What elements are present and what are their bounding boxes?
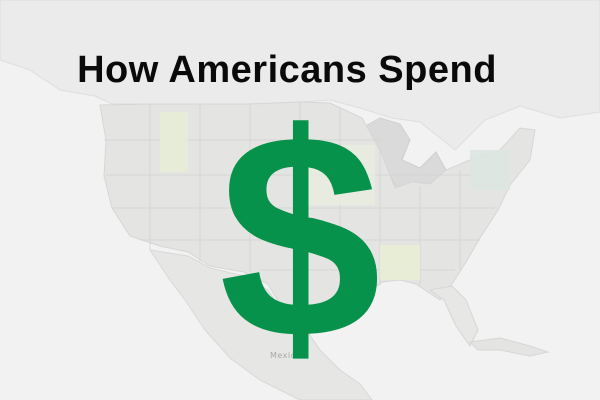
- mexico-landmass: [148, 249, 373, 400]
- map-label-mexico: Mexico: [270, 351, 301, 360]
- state-tint-northeast: [470, 150, 510, 190]
- canada-landmass: [0, 0, 600, 151]
- state-tint-midwest: [305, 145, 375, 205]
- state-tint-south: [380, 245, 420, 280]
- dollar-sign-icon: $: [218, 73, 382, 399]
- state-tint-idaho: [160, 112, 188, 172]
- us-landmass: [99, 101, 536, 323]
- florida: [428, 285, 479, 347]
- state-borders: [104, 102, 495, 308]
- headline-title: How Americans Spend: [77, 49, 497, 91]
- cuba: [468, 337, 550, 357]
